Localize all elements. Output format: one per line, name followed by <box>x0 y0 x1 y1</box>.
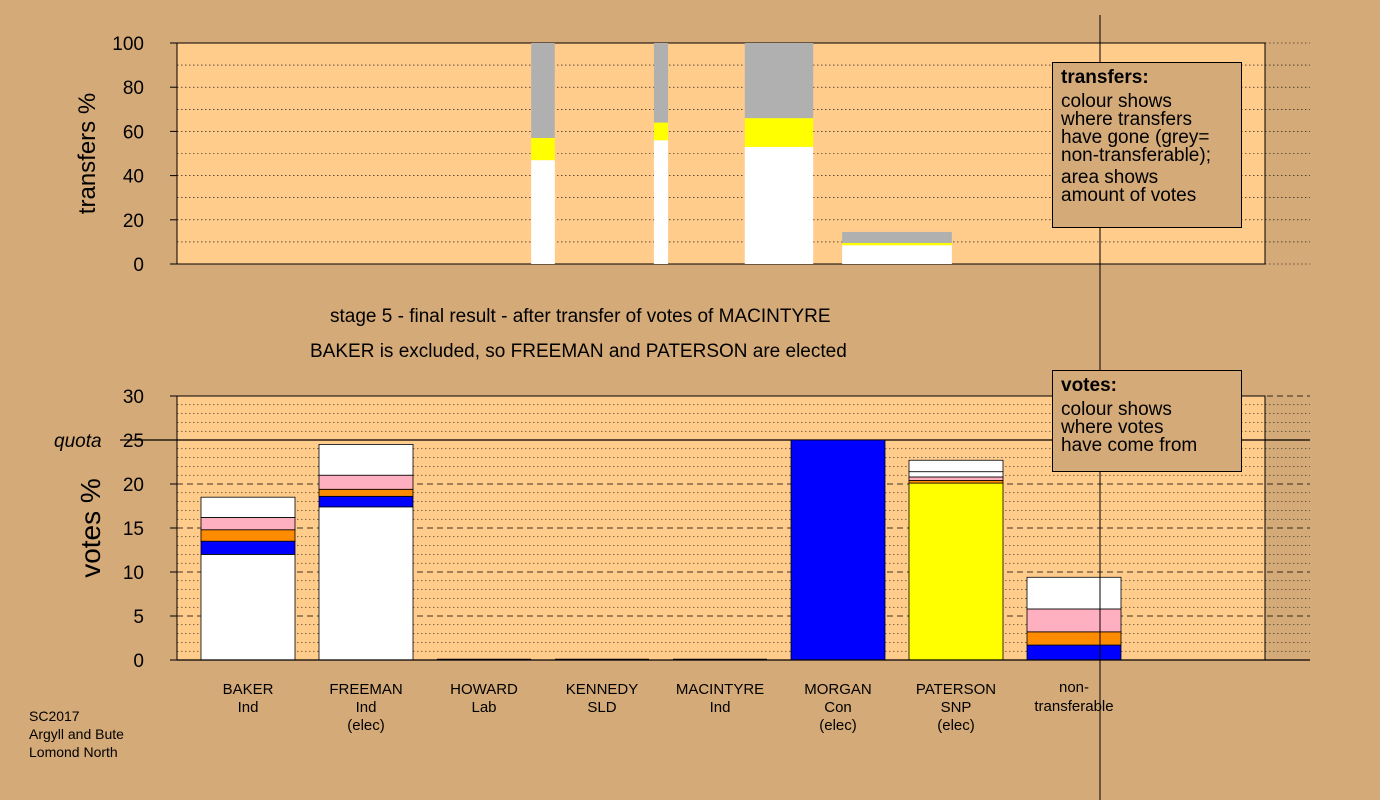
vote-segment <box>1026 576 1122 610</box>
votes-tick-label: 30 <box>123 387 144 408</box>
votes-tick-label: 10 <box>123 563 144 584</box>
candidate-name: MORGAN <box>804 681 872 698</box>
vote-segment <box>318 474 414 490</box>
nontransferable-label: non- <box>1059 679 1089 696</box>
vote-segment <box>1026 631 1122 646</box>
candidate-name: PATERSON <box>916 681 996 698</box>
candidate-name: BAKER <box>223 681 274 698</box>
vote-segment <box>200 540 296 555</box>
candidate-name: FREEMAN <box>329 681 402 698</box>
transfer-segment <box>531 160 555 264</box>
candidate-status: (elec) <box>937 717 975 734</box>
votes-tick-label: 0 <box>133 651 144 672</box>
vote-segment <box>200 517 296 531</box>
election-footer: SC2017 Argyll and Bute Lomond North <box>29 707 124 761</box>
vote-segment <box>318 495 414 508</box>
vote-segment <box>908 459 1004 473</box>
vote-segment <box>908 476 1004 481</box>
transfer-segment <box>531 43 555 139</box>
vote-segment <box>908 471 1004 478</box>
transfer-segment <box>653 122 669 141</box>
candidate-status: (elec) <box>819 717 857 734</box>
transfers-tick-label: 40 <box>123 167 144 188</box>
vote-segment <box>1026 644 1122 661</box>
quota-label: quota <box>54 431 102 452</box>
votes-axis-label: votes % <box>75 478 106 578</box>
votes-legend-text: colour shows where votes have come from <box>1061 399 1198 456</box>
transfers-legend-title: transfers: <box>1061 67 1149 88</box>
vote-segment <box>318 506 414 661</box>
candidate-party: Con <box>824 699 852 716</box>
vote-segment <box>200 496 296 518</box>
candidate-party: Ind <box>238 699 259 716</box>
candidate-labels: BAKERIndFREEMANInd(elec)HOWARDLabKENNEDY… <box>223 679 1114 734</box>
candidate-party: Lab <box>471 699 496 716</box>
transfer-segment <box>744 118 814 147</box>
votes-tick-label: 20 <box>123 475 144 496</box>
vote-segment <box>790 439 886 661</box>
vote-segment <box>318 488 414 497</box>
transfers-axis-label: transfers % <box>74 93 101 214</box>
vote-segment <box>1026 608 1122 633</box>
result-caption: BAKER is excluded, so FREEMAN and PATERS… <box>310 341 847 362</box>
candidate-party: Ind <box>356 699 377 716</box>
votes-legend-title: votes: <box>1061 375 1117 396</box>
candidate-party: Ind <box>710 699 731 716</box>
vote-segment <box>200 529 296 542</box>
transfers-legend-text-area: area shows amount of votes <box>1061 167 1197 206</box>
candidate-name: HOWARD <box>450 681 518 698</box>
transfers-legend: transfers: colour shows where transfers … <box>1052 62 1242 228</box>
candidate-name: KENNEDY <box>566 681 639 698</box>
transfer-segment <box>744 146 814 264</box>
transfer-segment <box>531 138 555 161</box>
votes-tick-label: 25 <box>123 431 144 452</box>
votes-legend: votes: colour shows where votes have com… <box>1052 370 1242 472</box>
votes-tick-label: 15 <box>123 519 144 540</box>
transfer-segment <box>653 43 669 123</box>
votes-chart: 0 5 10 15 20 25 30 quota votes % <box>54 387 1310 672</box>
transfers-legend-text: colour shows where transfers have gone (… <box>1061 91 1211 166</box>
council-name: Argyll and Bute <box>29 726 124 742</box>
transfer-segment <box>842 231 952 244</box>
candidate-status: (elec) <box>347 717 385 734</box>
candidate-name: MACINTYRE <box>676 681 764 698</box>
election-code: SC2017 <box>29 708 80 724</box>
vote-segment <box>908 482 1004 661</box>
vote-segment <box>318 443 414 476</box>
votes-tick-label: 5 <box>133 607 144 628</box>
vote-segment <box>200 554 296 661</box>
nontransferable-label: transferable <box>1034 698 1113 715</box>
candidate-party: SLD <box>587 699 616 716</box>
transfers-tick-label: 20 <box>123 211 144 232</box>
transfers-tick-label: 60 <box>123 122 144 143</box>
transfers-tick-label: 0 <box>133 255 144 276</box>
transfers-tick-label: 100 <box>112 34 144 55</box>
transfer-segment <box>744 43 814 119</box>
transfer-segment <box>842 243 952 246</box>
transfer-segment <box>653 140 669 264</box>
candidate-party: SNP <box>941 699 972 716</box>
stage-caption: stage 5 - final result - after transfer … <box>330 306 831 327</box>
ward-name: Lomond North <box>29 744 118 760</box>
transfers-tick-label: 80 <box>123 78 144 99</box>
transfer-segment <box>842 245 952 264</box>
